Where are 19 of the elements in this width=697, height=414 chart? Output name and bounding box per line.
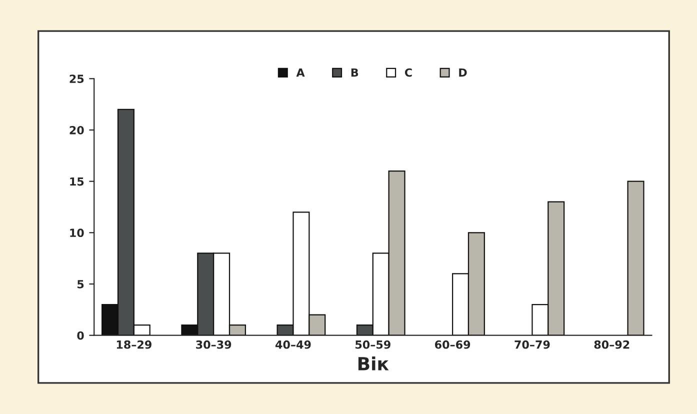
y-tick-label: 20 (70, 126, 84, 134)
y-tick-label: 15 (70, 177, 84, 186)
x-axis-title: Вік (358, 356, 389, 370)
legend-label: B (351, 68, 358, 77)
y-tick-label: 5 (78, 280, 84, 288)
bar (627, 180, 644, 336)
legend-label: D (459, 68, 467, 77)
y-tick-label: 25 (70, 74, 84, 84)
legend-label: A (296, 68, 305, 77)
y-tick-label: 0 (77, 331, 84, 340)
y-tick-label: 10 (70, 228, 84, 238)
x-tick-label: 40–49 (276, 340, 311, 349)
x-tick-label: 18–29 (116, 340, 152, 349)
x-tick-label: 80–92 (594, 340, 630, 349)
x-tick-label: 60–69 (435, 340, 470, 349)
x-tick-label: 50–59 (356, 340, 390, 349)
x-tick-label: 30–39 (196, 340, 232, 349)
x-tick-label: 70–79 (514, 340, 550, 349)
legend-label: C (404, 68, 412, 77)
